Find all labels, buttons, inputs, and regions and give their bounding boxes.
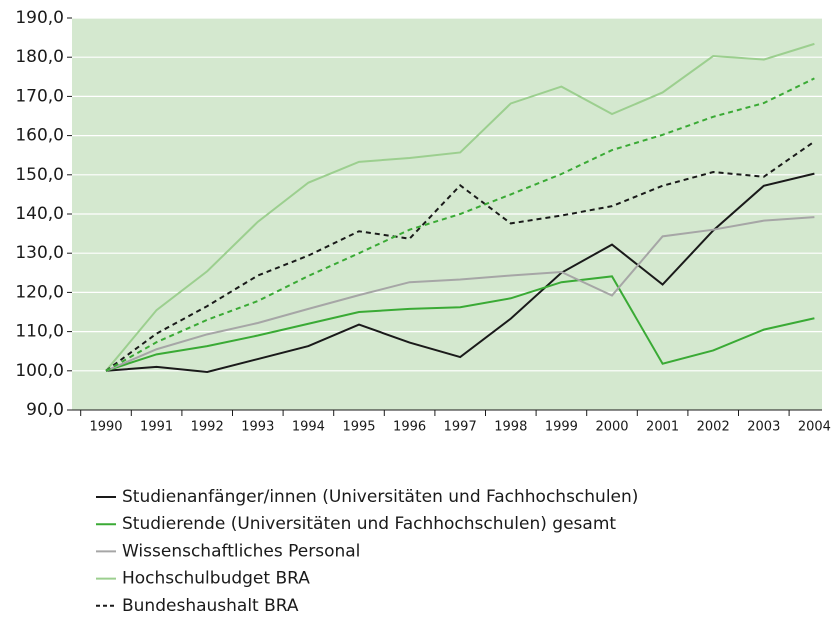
y-tick-label: 170,0 <box>15 86 64 106</box>
x-tick-label: 1995 <box>342 420 375 435</box>
x-tick-label: 1998 <box>494 420 527 435</box>
x-tick-label: 1994 <box>292 420 325 435</box>
y-tick-label: 140,0 <box>15 204 64 224</box>
legend-label: Studienanfänger/innen (Universitäten und… <box>122 487 638 507</box>
legend-label: Bundeshaushalt BRA <box>122 596 299 616</box>
x-tick-label: 2001 <box>646 420 679 435</box>
y-tick-label: 90,0 <box>26 400 64 420</box>
x-tick-label: 2002 <box>697 420 730 435</box>
x-tick-label: 2003 <box>747 420 780 435</box>
x-tick-label: 1991 <box>140 420 173 435</box>
y-tick-label: 180,0 <box>15 47 64 67</box>
x-tick-label: 1996 <box>393 420 426 435</box>
legend-label: Studierende (Universitäten und Fachhochs… <box>122 514 616 534</box>
x-tick-label: 2004 <box>798 420 831 435</box>
x-tick-label: 1997 <box>444 420 477 435</box>
x-tick-label: 2000 <box>595 420 628 435</box>
x-tick-label: 1999 <box>545 420 578 435</box>
series-line <box>105 42 815 372</box>
x-tick-label: 1993 <box>241 420 274 435</box>
series-line <box>105 275 815 372</box>
legend-label: Hochschulbudget BRA <box>122 569 310 589</box>
legend-label: Wissenschaftliches Personal <box>122 541 360 561</box>
x-tick-label: 1992 <box>191 420 224 435</box>
series-line <box>105 216 815 372</box>
y-tick-label: 190,0 <box>15 8 64 28</box>
y-tick-label: 150,0 <box>15 165 64 185</box>
y-tick-label: 160,0 <box>15 126 64 146</box>
y-tick-label: 120,0 <box>15 282 64 302</box>
series-line <box>105 140 815 372</box>
series-line <box>105 77 815 372</box>
y-tick-label: 100,0 <box>15 361 64 381</box>
y-tick-label: 130,0 <box>15 243 64 263</box>
x-tick-label: 1990 <box>89 420 122 435</box>
series-line <box>105 172 815 373</box>
y-tick-label: 110,0 <box>15 322 64 342</box>
